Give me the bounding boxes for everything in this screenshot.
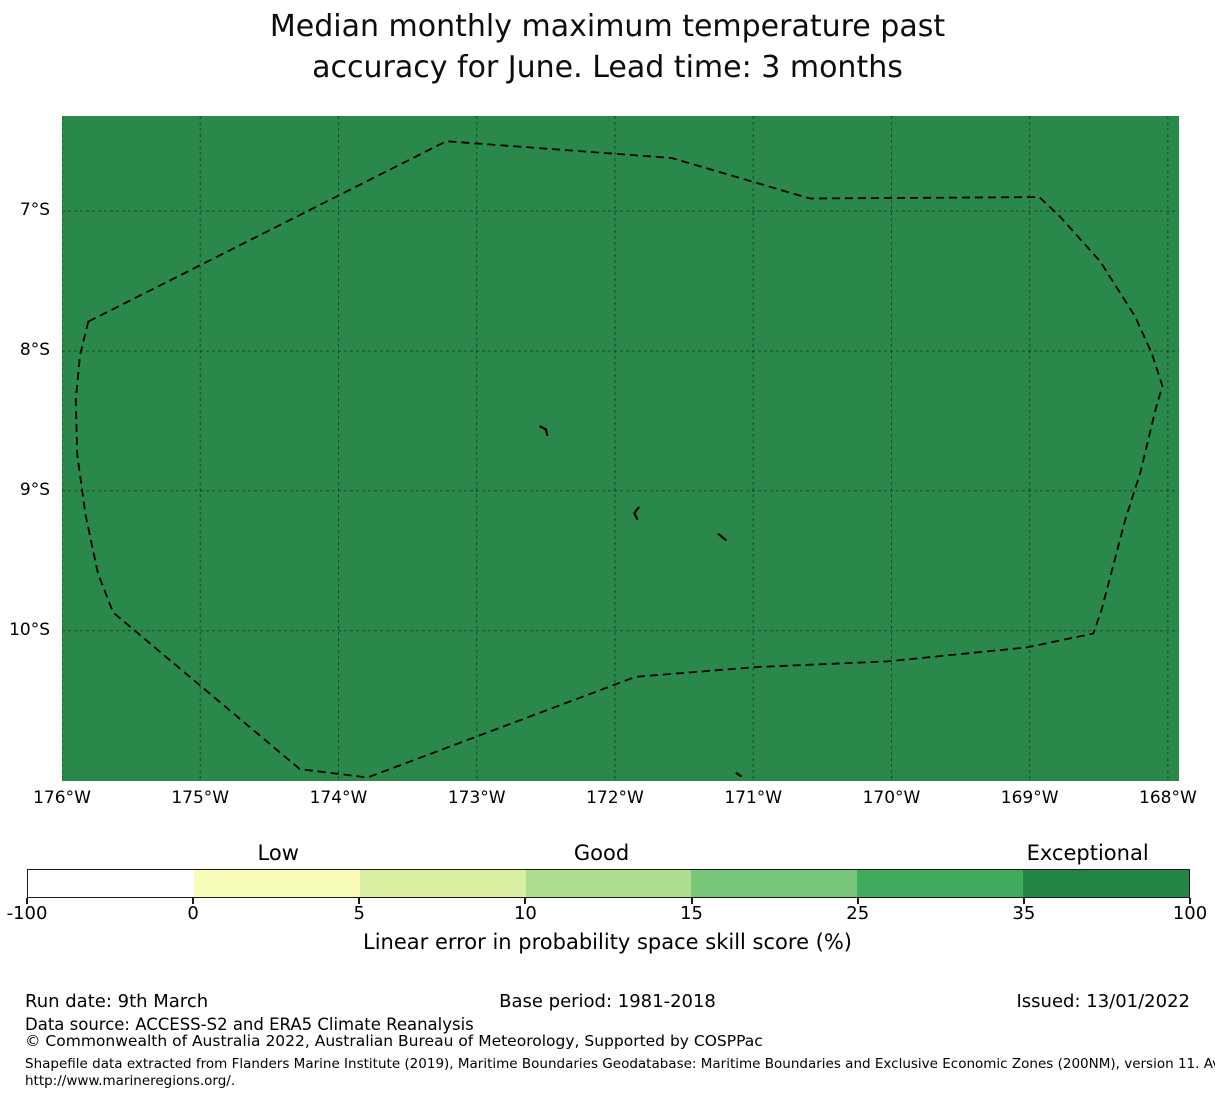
lon-tick-label: 168°W: [1139, 788, 1197, 808]
colorbar-segment: [359, 870, 526, 897]
lon-tick-label: 170°W: [862, 788, 921, 808]
footer-shapefile-line2: http://www.marineregions.org/.: [25, 1072, 236, 1089]
lon-tick-label: 171°W: [724, 788, 783, 808]
footer-shapefile-attribution: Shapefile data extracted from Flanders M…: [25, 1056, 1215, 1089]
colorbar-tick-label: 25: [846, 903, 870, 924]
colorbar-segment: [691, 870, 858, 897]
footer-copyright: © Commonwealth of Australia 2022, Austra…: [25, 1032, 763, 1050]
colorbar: [27, 869, 1190, 898]
colorbar-tick-label: 15: [680, 903, 704, 924]
footer-shapefile-line1: Shapefile data extracted from Flanders M…: [25, 1056, 1215, 1072]
lat-tick-label: 7°S: [19, 200, 50, 221]
lon-tick-label: 172°W: [586, 788, 644, 808]
map-canvas: [62, 116, 1179, 781]
colorbar-tick-label: 10: [513, 903, 537, 924]
colorbar-tick: [856, 898, 859, 904]
lon-tick-label: 169°W: [1000, 788, 1059, 808]
colorbar-tick: [1189, 898, 1191, 904]
colorbar-segment: [193, 870, 360, 897]
colorbar-region-label: Low: [257, 841, 299, 865]
colorbar-tick: [26, 898, 28, 904]
colorbar-tick-label: 0: [187, 903, 199, 924]
colorbar-tick: [1022, 898, 1025, 904]
island-mark: [717, 533, 727, 541]
colorbar-tick: [192, 898, 195, 904]
lon-tick-label: 175°W: [171, 788, 230, 808]
colorbar-tick: [690, 898, 693, 904]
map-area: [62, 116, 1179, 781]
island-mark: [539, 425, 549, 436]
lon-tick-label: 173°W: [447, 788, 506, 808]
colorbar-region-label: Good: [573, 841, 630, 865]
colorbar-tick-label: 100: [1172, 903, 1208, 924]
chart-title: Median monthly maximum temperature past …: [0, 6, 1215, 88]
colorbar-tick: [524, 898, 527, 904]
footer-data-source: Data source: ACCESS-S2 and ERA5 Climate …: [25, 1015, 474, 1034]
footer-issued-date: Issued: 13/01/2022: [1016, 991, 1190, 1012]
colorbar-tick-label: 5: [353, 903, 366, 924]
lat-tick-label: 8°S: [19, 339, 50, 360]
colorbar-segment: [28, 870, 194, 897]
island-mark: [633, 506, 640, 520]
island-mark: [735, 772, 742, 778]
colorbar-segment: [1023, 870, 1190, 897]
colorbar-tick-label: -100: [6, 903, 48, 924]
lat-tick-label: 10°S: [9, 619, 50, 640]
lon-tick-label: 174°W: [309, 788, 368, 808]
colorbar-region-label: Exceptional: [1026, 841, 1149, 865]
chart-title-line1: Median monthly maximum temperature past: [269, 9, 946, 44]
colorbar-segment: [525, 870, 692, 897]
footer-run-date: Run date: 9th March: [25, 991, 209, 1012]
colorbar-tick-label: 35: [1012, 903, 1036, 924]
colorbar-axis-label: Linear error in probability space skill …: [363, 930, 852, 954]
footer-base-period: Base period: 1981-2018: [499, 991, 716, 1012]
colorbar-segment: [857, 870, 1024, 897]
colorbar-tick: [358, 898, 361, 904]
chart-title-line2: accuracy for June. Lead time: 3 months: [312, 50, 903, 85]
lon-tick-label: 176°W: [33, 788, 91, 808]
lat-tick-label: 9°S: [19, 479, 50, 500]
eez-boundary: [74, 140, 1164, 779]
